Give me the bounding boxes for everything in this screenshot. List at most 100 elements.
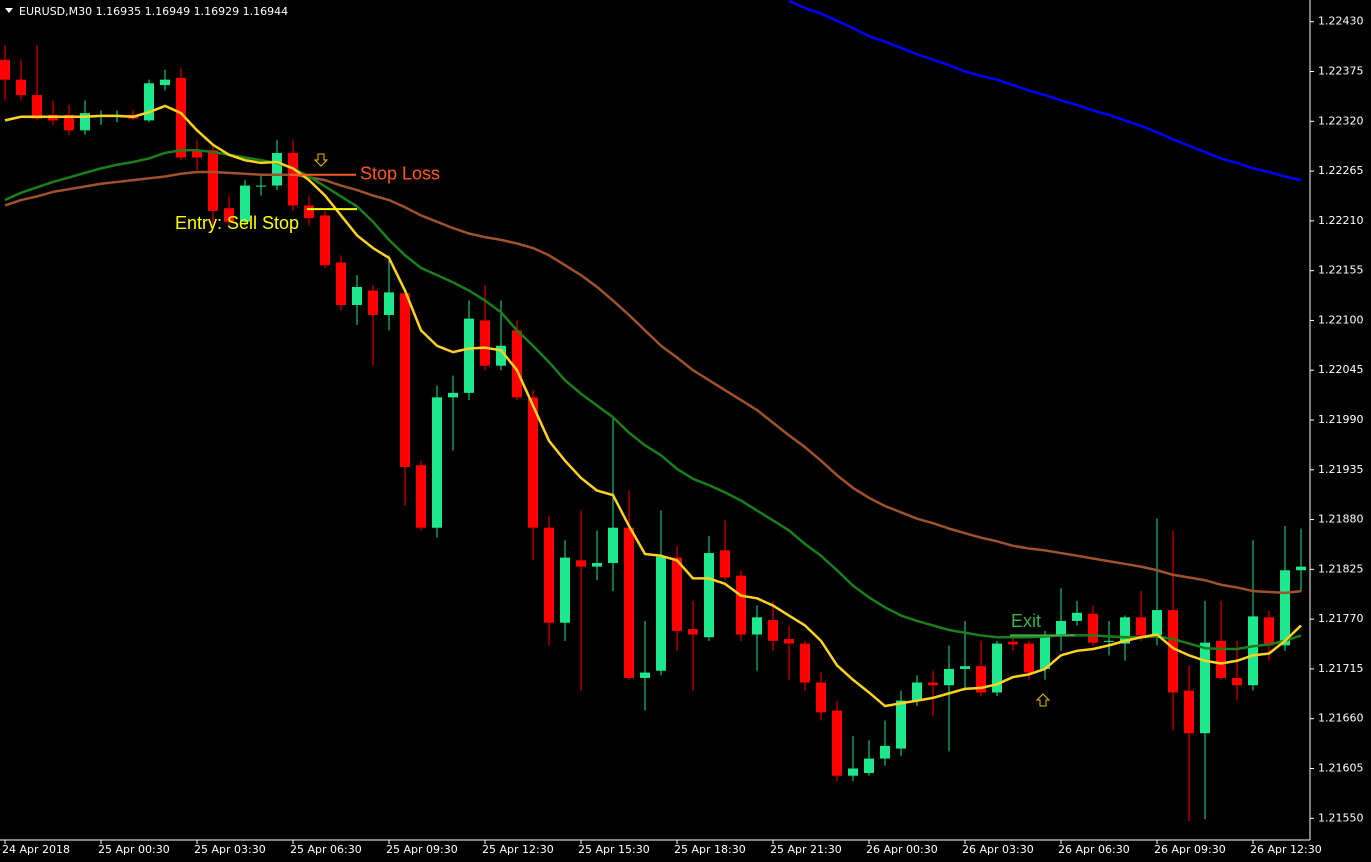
x-tick-label: 26 Apr 09:30 (1154, 843, 1226, 856)
x-tick-label: 26 Apr 03:30 (962, 843, 1034, 856)
candle-body (848, 768, 858, 776)
candle-body (320, 215, 330, 266)
candle-body (800, 643, 810, 683)
y-tick-label: 1.21880 (1318, 513, 1364, 526)
candle-body (1040, 636, 1050, 669)
candle-body (528, 397, 538, 528)
candle-body (1168, 610, 1178, 693)
candle-body (400, 293, 410, 468)
candle-body (464, 318, 474, 393)
candle-body (176, 77, 186, 158)
candle-body (80, 113, 90, 131)
y-tick-label: 1.21605 (1318, 761, 1364, 774)
candle-body (1072, 612, 1082, 621)
candle-body (704, 553, 714, 638)
candle-body (32, 95, 42, 119)
y-tick-label: 1.21990 (1318, 413, 1364, 426)
candle-body (1008, 641, 1018, 645)
moving-average-line (4, 149, 1302, 651)
candle-body (480, 320, 490, 366)
candle-body (624, 527, 634, 678)
y-tick-label: 1.22100 (1318, 313, 1364, 326)
symbol-menu-arrow[interactable] (5, 8, 13, 13)
candle-body (672, 557, 682, 631)
candle-body (1296, 566, 1306, 571)
moving-average-line (4, 170, 1302, 595)
candle-body (1216, 640, 1226, 678)
candle-body (448, 392, 458, 398)
candle-body (944, 668, 954, 686)
candle-body (912, 682, 922, 701)
candle-body (560, 557, 570, 623)
candle-body (368, 290, 378, 315)
annotation-label: Entry: Sell Stop (175, 213, 299, 233)
candle-body (896, 700, 906, 749)
candle-body (832, 710, 842, 776)
y-tick-label: 1.22155 (1318, 264, 1364, 277)
candle-body (144, 83, 154, 121)
candle-body (192, 150, 202, 158)
candle-body (272, 152, 282, 186)
candle-body (432, 397, 442, 528)
candle-body (768, 620, 778, 641)
x-tick-label: 25 Apr 12:30 (482, 843, 554, 856)
chart-title: EURUSD,M30 1.16935 1.16949 1.16929 1.169… (19, 5, 288, 18)
candle-body (0, 59, 10, 80)
y-tick-label: 1.22045 (1318, 363, 1364, 376)
candle-body (208, 150, 218, 211)
candle-body (1152, 610, 1162, 636)
candle-body (256, 185, 266, 187)
x-tick-label: 26 Apr 12:30 (1250, 843, 1322, 856)
candle-body (720, 550, 730, 578)
candle-body (160, 79, 170, 86)
candle-body (688, 629, 698, 635)
y-tick-label: 1.22265 (1318, 164, 1364, 177)
y-tick-label: 1.21825 (1318, 562, 1364, 575)
x-tick-label: 25 Apr 03:30 (194, 843, 266, 856)
annotation-label: Exit (1011, 611, 1041, 631)
candle-body (352, 286, 362, 306)
candle-body (576, 560, 586, 567)
candle-body (496, 345, 506, 366)
candle-body (1200, 642, 1210, 734)
x-tick-label: 26 Apr 06:30 (1058, 843, 1130, 856)
moving-average-line (4, 104, 1302, 708)
y-tick-label: 1.21715 (1318, 662, 1364, 675)
y-tick-label: 1.21550 (1318, 811, 1364, 824)
x-tick-label: 25 Apr 00:30 (98, 843, 170, 856)
candle-body (736, 575, 746, 635)
candle-body (544, 527, 554, 623)
plot-area: Stop Loss Entry: Sell Stop Exit (0, 0, 1306, 821)
y-tick-label: 1.22320 (1318, 114, 1364, 127)
candle-body (960, 666, 970, 669)
candle-body (880, 745, 890, 759)
sell-signal-arrow (313, 153, 329, 167)
candle-body (864, 758, 874, 774)
buy-signal-arrow (1035, 693, 1051, 707)
candle-body (640, 672, 650, 678)
candle-body (1280, 570, 1290, 646)
candle-body (1104, 640, 1114, 642)
y-tick-label: 1.21935 (1318, 463, 1364, 476)
candle-body (1136, 617, 1146, 636)
candle-body (1248, 616, 1258, 686)
candle-body (1120, 617, 1130, 644)
candle-body (240, 185, 250, 222)
candle-body (1024, 643, 1034, 673)
candle-body (1088, 613, 1098, 643)
candle-body (1184, 690, 1194, 734)
y-tick-label: 1.22430 (1318, 15, 1364, 28)
candle-body (752, 617, 762, 635)
y-tick-label: 1.22375 (1318, 65, 1364, 78)
candle-body (608, 527, 618, 564)
candle-body (1264, 617, 1274, 646)
candle-body (336, 262, 346, 306)
x-tick-label: 26 Apr 00:30 (866, 843, 938, 856)
candle-body (288, 152, 298, 206)
candle-body (592, 563, 602, 567)
candle-body (928, 682, 938, 686)
x-tick-label: 25 Apr 06:30 (290, 843, 362, 856)
